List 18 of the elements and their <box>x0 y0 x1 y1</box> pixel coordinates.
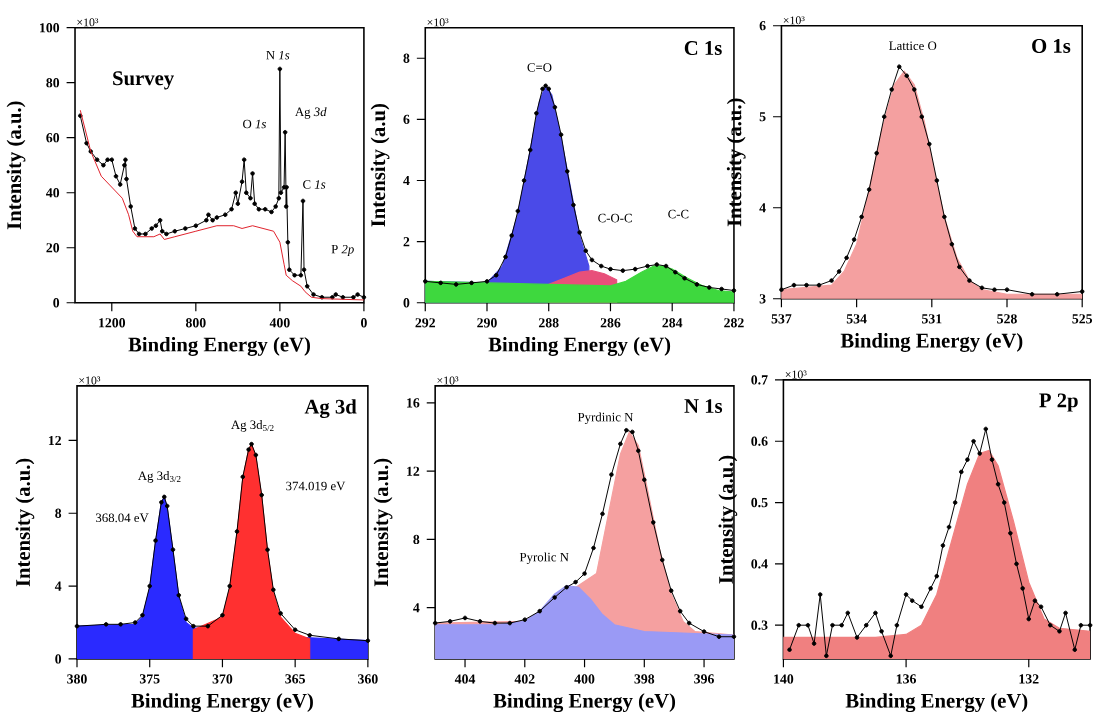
text: P 2p <box>1039 393 1078 412</box>
text: Survey <box>113 71 174 90</box>
y-axis-title: Intensity (a.u.) <box>373 458 393 587</box>
chart-title: O 1s <box>1032 38 1071 53</box>
x-axis-title: Binding Energy (eV) <box>493 693 676 713</box>
chart-title: N 1s <box>684 399 723 413</box>
y-axis-title: Intensity (a.u.) <box>718 455 738 584</box>
text: Ag 3d <box>304 399 357 418</box>
y-axis-title: Intensity (a.u.) <box>726 98 746 227</box>
x-axis-title: Binding Energy (eV) <box>128 336 310 356</box>
x-axis-title: Binding Energy (eV) <box>488 336 671 356</box>
x-axis-title: Binding Energy (eV) <box>131 693 313 713</box>
x-axis-title: Binding Energy (eV) <box>845 693 1028 713</box>
x-axis-title: Binding Energy (eV) <box>840 332 1023 352</box>
y-axis-title: Intensity (a.u) <box>370 103 390 227</box>
chart-title: C 1s <box>684 40 722 55</box>
y-axis-title: Intensity (a.u.) <box>6 101 26 230</box>
y-axis-title: Intensity (a.u.) <box>15 458 35 587</box>
